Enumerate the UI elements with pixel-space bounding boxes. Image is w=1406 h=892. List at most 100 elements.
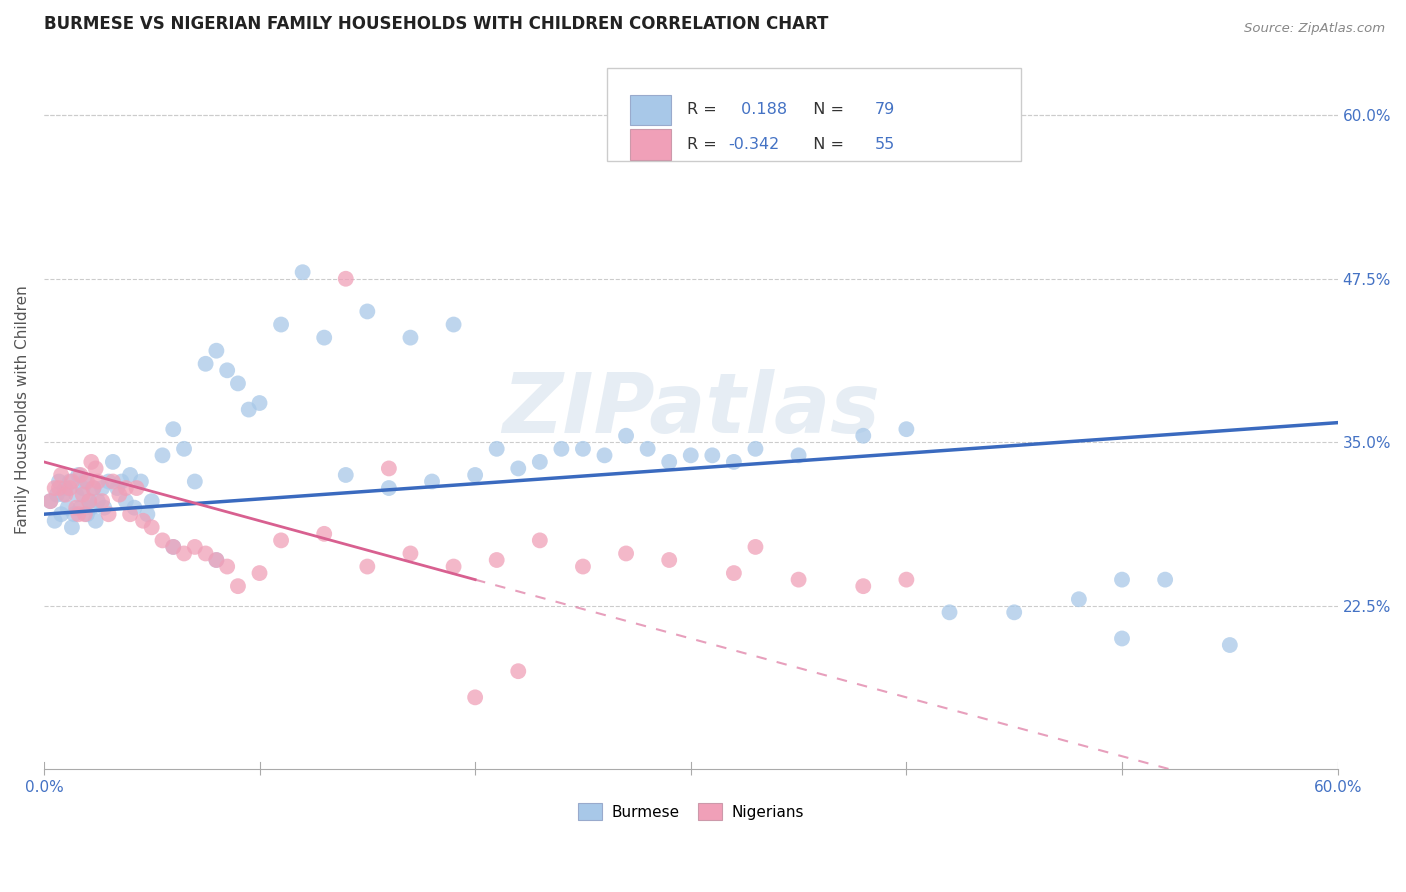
Point: [65, 500, 87, 515]
Point: [162, 540, 184, 554]
Text: -0.342: -0.342: [728, 137, 779, 152]
Point: [614, 428, 637, 442]
Point: [529, 455, 551, 469]
Point: [249, 566, 271, 580]
Point: [217, 363, 239, 377]
Point: [67, 467, 90, 482]
Legend: Burmese, Nigerians: Burmese, Nigerians: [572, 797, 810, 826]
Point: [76, 507, 98, 521]
Point: [136, 507, 159, 521]
Point: [173, 546, 195, 560]
Point: [787, 448, 810, 462]
Point: [787, 573, 810, 587]
Point: [129, 475, 152, 489]
Point: [141, 494, 163, 508]
Point: [67, 507, 90, 521]
Text: R =: R =: [688, 103, 721, 118]
Point: [52, 487, 75, 501]
Point: [658, 455, 681, 469]
Point: [314, 526, 336, 541]
Point: [217, 559, 239, 574]
Point: [356, 304, 378, 318]
Point: [162, 422, 184, 436]
Point: [91, 494, 114, 508]
Point: [508, 461, 530, 475]
Point: [194, 357, 217, 371]
Point: [529, 533, 551, 548]
Point: [49, 467, 72, 482]
Point: [194, 546, 217, 560]
Point: [141, 520, 163, 534]
Point: [101, 475, 124, 489]
Point: [48, 475, 70, 489]
Point: [55, 487, 77, 501]
Point: [76, 475, 98, 489]
Point: [105, 481, 128, 495]
Point: [852, 579, 875, 593]
Point: [152, 533, 174, 548]
Point: [77, 494, 100, 508]
Point: [124, 500, 146, 515]
Point: [59, 475, 82, 489]
Point: [45, 487, 67, 501]
Point: [1219, 638, 1241, 652]
Point: [378, 481, 401, 495]
Point: [73, 507, 96, 521]
Point: [120, 507, 142, 521]
Point: [1154, 573, 1177, 587]
Point: [938, 605, 960, 619]
Point: [184, 475, 207, 489]
Point: [744, 540, 766, 554]
Point: [291, 265, 314, 279]
Point: [572, 559, 595, 574]
Text: 55: 55: [875, 137, 894, 152]
Point: [205, 343, 228, 358]
Point: [59, 481, 82, 495]
Point: [44, 514, 66, 528]
Point: [226, 579, 249, 593]
Point: [60, 520, 83, 534]
Point: [485, 553, 508, 567]
Point: [55, 481, 77, 495]
Point: [87, 475, 110, 489]
Point: [63, 507, 86, 521]
Text: 79: 79: [875, 103, 894, 118]
Point: [120, 467, 142, 482]
Y-axis label: Family Households with Children: Family Households with Children: [15, 285, 30, 534]
Point: [80, 500, 103, 515]
Point: [658, 553, 681, 567]
Point: [205, 553, 228, 567]
Point: [723, 566, 745, 580]
Point: [464, 467, 486, 482]
Point: [378, 461, 401, 475]
Point: [108, 487, 131, 501]
Text: BURMESE VS NIGERIAN FAMILY HOUSEHOLDS WITH CHILDREN CORRELATION CHART: BURMESE VS NIGERIAN FAMILY HOUSEHOLDS WI…: [44, 15, 828, 33]
Point: [114, 481, 136, 495]
Point: [399, 330, 422, 344]
Point: [238, 402, 260, 417]
Text: ZIPatlas: ZIPatlas: [502, 369, 880, 450]
Point: [614, 546, 637, 560]
Text: 0.188: 0.188: [737, 103, 787, 118]
Point: [508, 664, 530, 678]
Point: [335, 272, 357, 286]
Point: [572, 442, 595, 456]
Point: [80, 455, 103, 469]
Point: [249, 396, 271, 410]
Point: [110, 475, 132, 489]
Text: R =: R =: [688, 137, 721, 152]
Point: [399, 546, 422, 560]
Point: [39, 494, 62, 508]
Point: [49, 507, 72, 521]
Point: [205, 553, 228, 567]
Point: [464, 690, 486, 705]
FancyBboxPatch shape: [630, 129, 671, 160]
Point: [356, 559, 378, 574]
Point: [550, 442, 572, 456]
Point: [443, 559, 465, 574]
Point: [132, 514, 155, 528]
Point: [60, 475, 83, 489]
Point: [82, 481, 104, 495]
Point: [443, 318, 465, 332]
Point: [270, 318, 292, 332]
